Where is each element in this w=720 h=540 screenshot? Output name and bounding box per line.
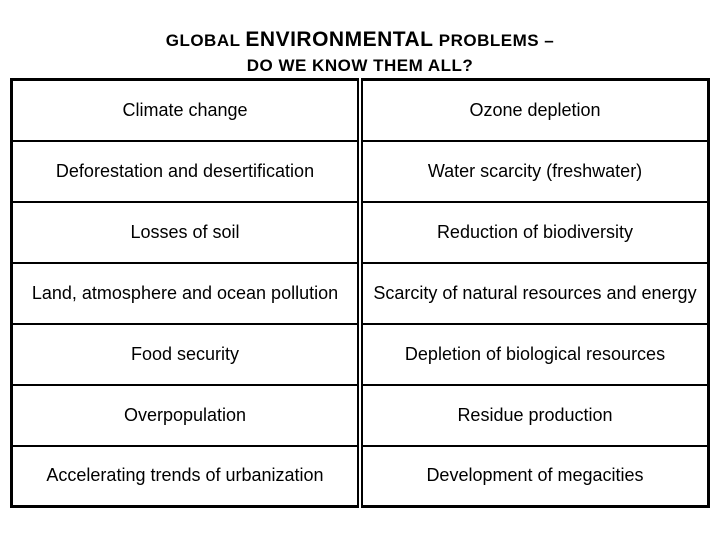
table-cell: Losses of soil — [12, 202, 361, 263]
title-seg2: ENVIRONMENTAL — [245, 28, 433, 51]
page-title: GLOBAL ENVIRONMENTAL PROBLEMS – DO WE KN… — [10, 28, 710, 76]
table-row: Climate change Ozone depletion — [12, 80, 709, 141]
table-cell: Reduction of biodiversity — [360, 202, 709, 263]
table-row: Accelerating trends of urbanization Deve… — [12, 446, 709, 507]
table-cell: Depletion of biological resources — [360, 324, 709, 385]
table-cell: Development of megacities — [360, 446, 709, 507]
table-cell: Residue production — [360, 385, 709, 446]
table-cell: Deforestation and desertification — [12, 141, 361, 202]
table-row: Losses of soil Reduction of biodiversity — [12, 202, 709, 263]
table-cell: Overpopulation — [12, 385, 361, 446]
table-row: Overpopulation Residue production — [12, 385, 709, 446]
problems-table: Climate change Ozone depletion Deforesta… — [10, 78, 710, 508]
title-line-1: GLOBAL ENVIRONMENTAL PROBLEMS – — [10, 28, 710, 52]
title-line-2: DO WE KNOW THEM ALL? — [10, 56, 710, 76]
title-seg3: PROBLEMS – — [434, 31, 555, 50]
title-seg1: GLOBAL — [166, 31, 246, 50]
table-row: Deforestation and desertification Water … — [12, 141, 709, 202]
table-cell: Accelerating trends of urbanization — [12, 446, 361, 507]
table-cell: Land, atmosphere and ocean pollution — [12, 263, 361, 324]
table-row: Food security Depletion of biological re… — [12, 324, 709, 385]
table-cell: Ozone depletion — [360, 80, 709, 141]
table-cell: Food security — [12, 324, 361, 385]
table-row: Land, atmosphere and ocean pollution Sca… — [12, 263, 709, 324]
table-cell: Scarcity of natural resources and energy — [360, 263, 709, 324]
table-cell: Water scarcity (freshwater) — [360, 141, 709, 202]
table-cell: Climate change — [12, 80, 361, 141]
